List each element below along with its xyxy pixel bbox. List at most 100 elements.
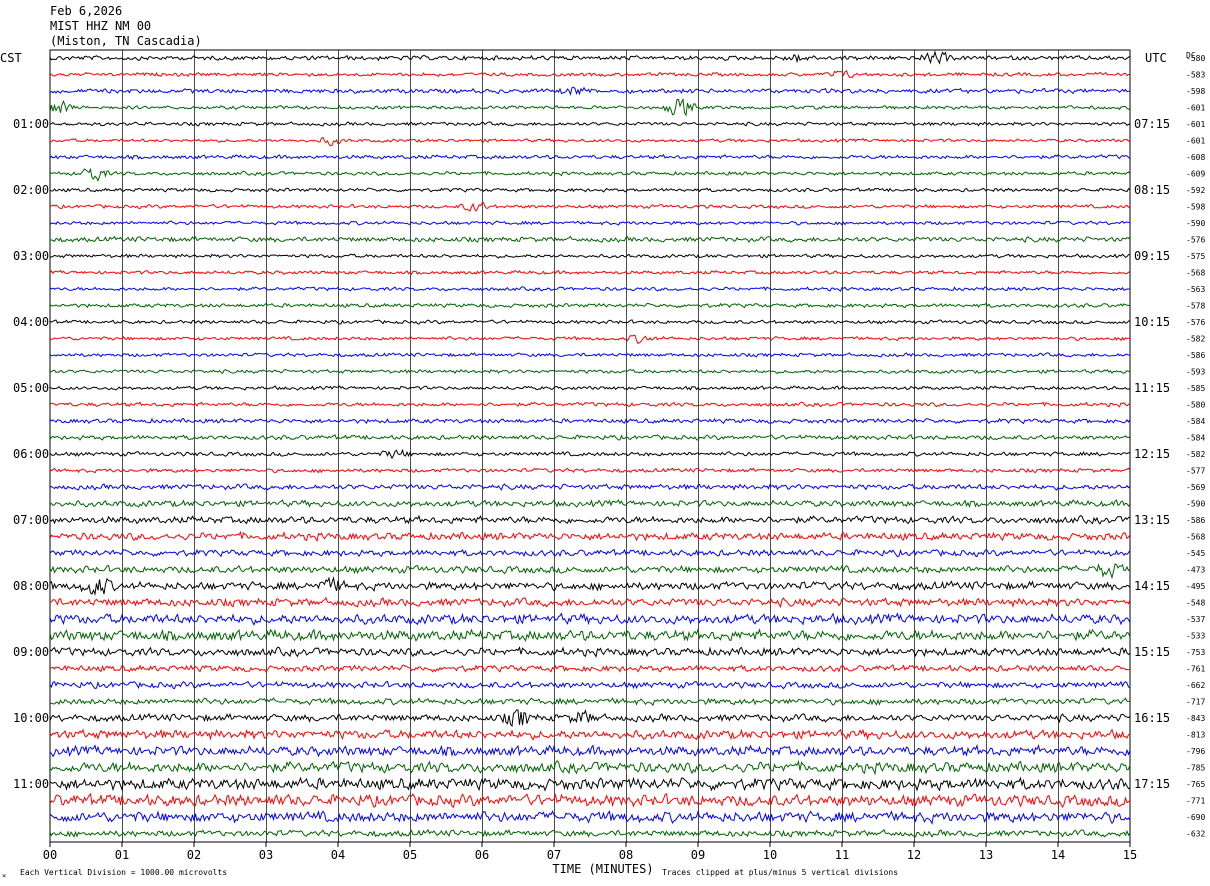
trace-line xyxy=(49,759,1131,776)
x-tick-label: 03 xyxy=(259,848,273,862)
trace-line xyxy=(49,121,1131,127)
x-tick-label: 13 xyxy=(979,848,993,862)
trace-line xyxy=(49,417,1131,425)
trace-line xyxy=(49,709,1131,728)
trace-line xyxy=(49,828,1131,838)
dc-offset-label: -690 xyxy=(1186,813,1205,822)
dc-offset-label: -568 xyxy=(1186,533,1205,542)
trace-line xyxy=(49,627,1131,642)
cst-hour-label: 09:00 xyxy=(13,645,49,659)
header-date: Feb 6,2026 xyxy=(50,4,123,18)
trace-line xyxy=(49,153,1131,161)
dc-offset-label: -717 xyxy=(1186,698,1205,707)
seismic-traces xyxy=(49,50,1131,838)
trace-line xyxy=(49,483,1131,491)
x-tick-label: 09 xyxy=(691,848,705,862)
trace-line xyxy=(49,809,1131,825)
dc-offset-label: -598 xyxy=(1186,203,1205,212)
trace-line xyxy=(49,467,1131,474)
trace-line xyxy=(49,776,1131,792)
trace-line xyxy=(49,792,1131,809)
cst-hour-label: 01:00 xyxy=(13,117,49,131)
dc-offset-label: -582 xyxy=(1186,450,1205,459)
dc-offset-label: -576 xyxy=(1186,318,1205,327)
utc-hour-label: 09:15 xyxy=(1134,249,1170,263)
dc-offset-label: -473 xyxy=(1186,566,1205,575)
trace-line xyxy=(49,448,1131,460)
dc-offset-label: -533 xyxy=(1186,632,1205,641)
dc-offset-label: -609 xyxy=(1186,170,1205,179)
x-axis-title: TIME (MINUTES) xyxy=(552,862,653,876)
utc-hour-label: 13:15 xyxy=(1134,513,1170,527)
dc-offset-label: -537 xyxy=(1186,615,1205,624)
utc-hour-label: 15:15 xyxy=(1134,645,1170,659)
axis-labels: 00 01 02 03 04 05 06 07 08 09 10 11 12 13 14 15 -580 -583… xyxy=(0,51,1205,880)
trace-line xyxy=(49,167,1131,182)
dc-offset-label: -569 xyxy=(1186,483,1205,492)
x-tick-label: 08 xyxy=(619,848,633,862)
x-tick-label: 07 xyxy=(547,848,561,862)
trace-line xyxy=(49,514,1131,525)
dc-offset-label: -662 xyxy=(1186,681,1205,690)
trace-line xyxy=(49,201,1131,212)
clip-note: Traces clipped at plus/minus 5 vertical … xyxy=(662,868,898,877)
dc-offset-label: -771 xyxy=(1186,797,1205,806)
utc-hour-label: 12:15 xyxy=(1134,447,1170,461)
dc-offset-label: -495 xyxy=(1186,582,1205,591)
dc-offset-label: -586 xyxy=(1186,516,1205,525)
cst-label: CST xyxy=(0,51,22,65)
trace-line xyxy=(49,499,1131,509)
dc-offset-label: -632 xyxy=(1186,830,1205,839)
dc-offset-label: -578 xyxy=(1186,302,1205,311)
dc-offset-label: -586 xyxy=(1186,351,1205,360)
trace-line xyxy=(49,612,1131,626)
dc-offset-label: -580 xyxy=(1186,54,1205,63)
dc-offset-label: -601 xyxy=(1186,120,1205,129)
trace-line xyxy=(49,434,1131,441)
trace-line xyxy=(49,220,1131,226)
dc-offset-label: -813 xyxy=(1186,731,1205,740)
utc-hour-label: 10:15 xyxy=(1134,315,1170,329)
x-tick-label: 01 xyxy=(115,848,129,862)
x-tick-label: 10 xyxy=(763,848,777,862)
dc-offset-label: -545 xyxy=(1186,549,1205,558)
dc-label: DC xyxy=(1186,51,1196,60)
utc-hour-label: 14:15 xyxy=(1134,579,1170,593)
dc-offset-label: -753 xyxy=(1186,648,1205,657)
scale-note: Each Vertical Division = 1000.00 microvo… xyxy=(20,868,227,877)
dc-offset-label: -580 xyxy=(1186,401,1205,410)
trace-line xyxy=(49,69,1131,79)
trace-line xyxy=(49,548,1131,558)
dc-offset-label: -592 xyxy=(1186,186,1205,195)
trace-line xyxy=(49,302,1131,309)
utc-hour-label: 17:15 xyxy=(1134,777,1170,791)
utc-hour-label: 11:15 xyxy=(1134,381,1170,395)
dc-offset-label: -608 xyxy=(1186,153,1205,162)
x-tick-label: 06 xyxy=(475,848,489,862)
cst-hour-label: 03:00 xyxy=(13,249,49,263)
dc-offset-label: -601 xyxy=(1186,104,1205,113)
dc-offset-label: -584 xyxy=(1186,434,1205,443)
cst-hour-label: 06:00 xyxy=(13,447,49,461)
dc-offset-label: -577 xyxy=(1186,467,1205,476)
cst-hour-label: 04:00 xyxy=(13,315,49,329)
trace-line xyxy=(49,576,1131,596)
utc-label: UTC xyxy=(1145,51,1167,65)
trace-line xyxy=(50,664,1131,673)
utc-hour-label: 16:15 xyxy=(1134,711,1170,725)
trace-line xyxy=(49,50,1131,65)
x-tick-label: 05 xyxy=(403,848,417,862)
utc-hour-label: 08:15 xyxy=(1134,183,1170,197)
dc-offset-label: -796 xyxy=(1186,747,1205,756)
dc-offset-label: -583 xyxy=(1186,71,1205,80)
dc-offset-label: -761 xyxy=(1186,665,1205,674)
x-tick-label: 15 xyxy=(1123,848,1137,862)
trace-line xyxy=(49,401,1131,408)
trace-line xyxy=(49,269,1131,276)
x-tick-label: 14 xyxy=(1051,848,1065,862)
trace-line xyxy=(49,680,1131,690)
trace-line xyxy=(49,697,1131,707)
dc-offset-label: -584 xyxy=(1186,417,1205,426)
dc-offset-label: -563 xyxy=(1186,285,1205,294)
